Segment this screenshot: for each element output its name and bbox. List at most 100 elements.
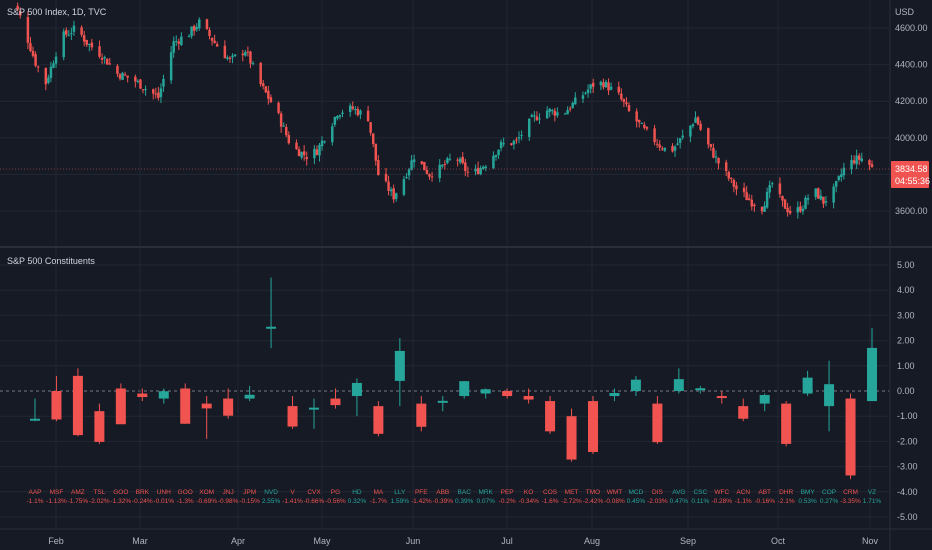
currency-label: USD bbox=[895, 7, 915, 17]
candle bbox=[545, 110, 549, 119]
y-tick-label-bottom: 0.00 bbox=[897, 386, 915, 396]
constituent-bar[interactable] bbox=[738, 406, 749, 419]
candle bbox=[581, 95, 585, 99]
candle bbox=[405, 177, 408, 179]
constituent-bar[interactable] bbox=[652, 403, 663, 443]
constituent-bar[interactable] bbox=[30, 418, 40, 421]
constituent-bar[interactable] bbox=[115, 388, 126, 425]
constituent-bar[interactable] bbox=[94, 411, 105, 442]
candle bbox=[443, 163, 447, 165]
change-label: -1.6% bbox=[542, 498, 559, 505]
change-label: 1.59% bbox=[391, 498, 410, 505]
constituent-bar[interactable] bbox=[845, 398, 856, 476]
candle bbox=[187, 36, 191, 38]
candle bbox=[318, 144, 321, 156]
candle bbox=[727, 171, 730, 179]
change-label: -2.02% bbox=[89, 498, 110, 505]
candle bbox=[371, 133, 375, 144]
candle bbox=[410, 160, 413, 170]
candle bbox=[389, 189, 393, 192]
constituent-bar[interactable] bbox=[630, 379, 641, 391]
candle bbox=[366, 110, 370, 122]
constituent-bar[interactable] bbox=[459, 381, 470, 397]
y-tick-label-bottom: -5.00 bbox=[897, 512, 918, 522]
candle bbox=[476, 167, 480, 175]
candle bbox=[159, 88, 163, 98]
constituent-bar[interactable] bbox=[51, 391, 62, 420]
constituent-bar[interactable] bbox=[373, 406, 384, 434]
constituent-bar[interactable] bbox=[523, 396, 534, 400]
constituent-bar[interactable] bbox=[416, 403, 427, 427]
ticker-label: GOO bbox=[113, 489, 128, 496]
candle bbox=[551, 110, 554, 112]
constituent-bar[interactable] bbox=[309, 407, 319, 410]
candle bbox=[446, 158, 449, 164]
y-tick-label-bottom: 1.00 bbox=[897, 361, 915, 371]
candle bbox=[108, 63, 111, 65]
candle bbox=[175, 41, 178, 43]
x-tick-label: Oct bbox=[771, 536, 786, 546]
constituent-bar[interactable] bbox=[673, 379, 684, 391]
candle bbox=[512, 140, 516, 145]
candle bbox=[456, 159, 459, 161]
x-tick-label: Jun bbox=[406, 536, 421, 546]
ticker-label: ACN bbox=[736, 489, 750, 496]
constituent-bar[interactable] bbox=[566, 416, 577, 460]
y-tick-label-bottom: -3.00 bbox=[897, 462, 918, 472]
constituent-bar[interactable] bbox=[867, 347, 877, 402]
ticker-label: PG bbox=[331, 489, 340, 496]
candle bbox=[814, 188, 817, 197]
candle bbox=[31, 50, 35, 56]
constituent-bar[interactable] bbox=[824, 384, 835, 407]
constituent-bar[interactable] bbox=[781, 403, 792, 444]
candle bbox=[517, 137, 521, 139]
constituent-bar[interactable] bbox=[695, 388, 706, 391]
constituent-bar[interactable] bbox=[137, 393, 148, 398]
candle bbox=[44, 67, 48, 85]
constituent-bar[interactable] bbox=[609, 393, 620, 397]
change-label: -1.41% bbox=[282, 498, 303, 505]
candle bbox=[645, 126, 649, 129]
constituent-bar[interactable] bbox=[480, 389, 491, 394]
constituent-bar[interactable] bbox=[266, 326, 277, 329]
constituent-bar[interactable] bbox=[502, 391, 513, 397]
constituent-bar[interactable] bbox=[158, 391, 169, 399]
constituent-bar[interactable] bbox=[759, 395, 770, 404]
candle bbox=[277, 102, 280, 113]
candle bbox=[574, 97, 577, 105]
candle bbox=[586, 89, 590, 94]
constituent-bar[interactable] bbox=[180, 388, 191, 424]
ticker-label: BMY bbox=[801, 489, 816, 496]
candle bbox=[412, 159, 416, 163]
constituent-bar[interactable] bbox=[351, 382, 362, 397]
constituent-bar[interactable] bbox=[223, 398, 234, 416]
candle bbox=[36, 66, 40, 68]
candle bbox=[205, 19, 209, 29]
candle bbox=[461, 156, 464, 164]
change-label: -0.01% bbox=[153, 498, 174, 505]
constituent-bar[interactable] bbox=[437, 400, 448, 403]
candle bbox=[323, 141, 326, 143]
constituent-bar[interactable] bbox=[244, 394, 255, 399]
candle bbox=[295, 142, 298, 150]
y-tick-label-bottom: 2.00 bbox=[897, 336, 915, 346]
candle bbox=[730, 178, 733, 180]
constituent-bar[interactable] bbox=[588, 401, 598, 452]
candle bbox=[852, 160, 856, 164]
constituent-bar[interactable] bbox=[545, 401, 556, 432]
candle bbox=[88, 43, 91, 45]
constituent-bar[interactable] bbox=[802, 377, 813, 394]
candle bbox=[707, 128, 710, 145]
constituent-bar[interactable] bbox=[201, 403, 212, 409]
constituent-bar[interactable] bbox=[330, 398, 341, 406]
x-tick-label: Aug bbox=[584, 536, 600, 546]
candle bbox=[568, 108, 572, 110]
constituent-bar[interactable] bbox=[72, 375, 83, 436]
ticker-label: LLY bbox=[394, 489, 406, 496]
ticker-label: CVX bbox=[307, 489, 321, 496]
candle bbox=[233, 54, 237, 56]
constituent-bar[interactable] bbox=[716, 396, 727, 399]
constituent-bar[interactable] bbox=[287, 406, 298, 427]
constituent-bar[interactable] bbox=[394, 350, 405, 381]
